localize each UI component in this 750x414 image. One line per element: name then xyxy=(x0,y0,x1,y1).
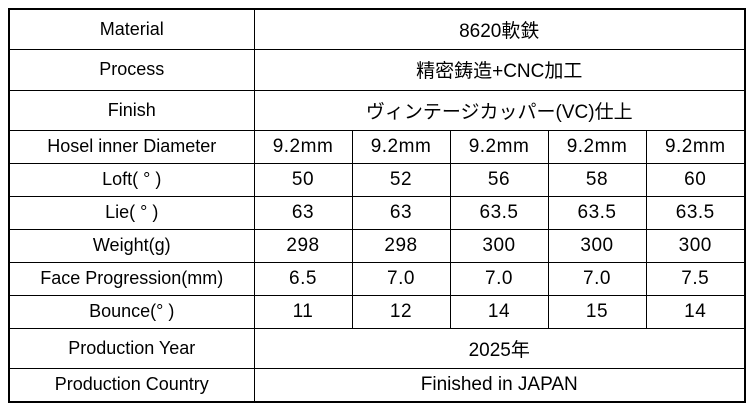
face-progression-value-2: 7.0 xyxy=(351,261,451,296)
table-row-face-progression: Face Progression(mm) 6.5 7.0 7.0 7.0 7.5 xyxy=(8,261,746,296)
hosel-diameter-value-3: 9.2mm xyxy=(449,129,549,164)
weight-value-1: 298 xyxy=(253,228,353,263)
row-label-weight: Weight(g) xyxy=(8,228,255,263)
weight-value-3: 300 xyxy=(449,228,549,263)
row-label-production-year: Production Year xyxy=(8,327,255,369)
table-row-loft: Loft( ° ) 50 52 56 58 60 xyxy=(8,162,746,197)
table-row-lie: Lie( ° ) 63 63 63.5 63.5 63.5 xyxy=(8,195,746,230)
production-country-value: Finished in JAPAN xyxy=(253,367,746,403)
bounce-value-1: 11 xyxy=(253,294,353,329)
table-row-material: Material 8620軟鉄 xyxy=(8,8,746,51)
lie-value-1: 63 xyxy=(253,195,353,230)
loft-value-4: 58 xyxy=(547,162,647,197)
hosel-diameter-value-4: 9.2mm xyxy=(547,129,647,164)
row-label-hosel-diameter: Hosel inner Diameter xyxy=(8,129,255,164)
weight-value-4: 300 xyxy=(547,228,647,263)
weight-value-5: 300 xyxy=(645,228,746,263)
table-row-production-year: Production Year 2025年 xyxy=(8,327,746,369)
bounce-value-5: 14 xyxy=(645,294,746,329)
table-row-production-country: Production Country Finished in JAPAN xyxy=(8,367,746,403)
weight-value-2: 298 xyxy=(351,228,451,263)
face-progression-value-5: 7.5 xyxy=(645,261,746,296)
bounce-value-2: 12 xyxy=(351,294,451,329)
bounce-value-4: 15 xyxy=(547,294,647,329)
hosel-diameter-value-5: 9.2mm xyxy=(645,129,746,164)
row-label-loft: Loft( ° ) xyxy=(8,162,255,197)
finish-value: ヴィンテージカッパー(VC)仕上 xyxy=(253,89,746,131)
row-label-material: Material xyxy=(8,8,255,51)
loft-value-3: 56 xyxy=(449,162,549,197)
hosel-diameter-value-1: 9.2mm xyxy=(253,129,353,164)
bounce-value-3: 14 xyxy=(449,294,549,329)
row-label-process: Process xyxy=(8,49,255,91)
loft-value-2: 52 xyxy=(351,162,451,197)
loft-value-5: 60 xyxy=(645,162,746,197)
face-progression-value-3: 7.0 xyxy=(449,261,549,296)
table-row-weight: Weight(g) 298 298 300 300 300 xyxy=(8,228,746,263)
table-row-bounce: Bounce(° ) 11 12 14 15 14 xyxy=(8,294,746,329)
table-row-hosel-diameter: Hosel inner Diameter 9.2mm 9.2mm 9.2mm 9… xyxy=(8,129,746,164)
lie-value-5: 63.5 xyxy=(645,195,746,230)
lie-value-4: 63.5 xyxy=(547,195,647,230)
row-label-lie: Lie( ° ) xyxy=(8,195,255,230)
row-label-bounce: Bounce(° ) xyxy=(8,294,255,329)
production-year-value: 2025年 xyxy=(253,327,746,369)
table-row-process: Process 精密鋳造+CNC加工 xyxy=(8,49,746,91)
material-value: 8620軟鉄 xyxy=(253,8,746,51)
hosel-diameter-value-2: 9.2mm xyxy=(351,129,451,164)
row-label-finish: Finish xyxy=(8,89,255,131)
loft-value-1: 50 xyxy=(253,162,353,197)
table-row-finish: Finish ヴィンテージカッパー(VC)仕上 xyxy=(8,89,746,131)
face-progression-value-1: 6.5 xyxy=(253,261,353,296)
row-label-face-progression: Face Progression(mm) xyxy=(8,261,255,296)
spec-table: Material 8620軟鉄 Process 精密鋳造+CNC加工 Finis… xyxy=(8,8,746,403)
face-progression-value-4: 7.0 xyxy=(547,261,647,296)
lie-value-3: 63.5 xyxy=(449,195,549,230)
process-value: 精密鋳造+CNC加工 xyxy=(253,49,746,91)
row-label-production-country: Production Country xyxy=(8,367,255,403)
lie-value-2: 63 xyxy=(351,195,451,230)
